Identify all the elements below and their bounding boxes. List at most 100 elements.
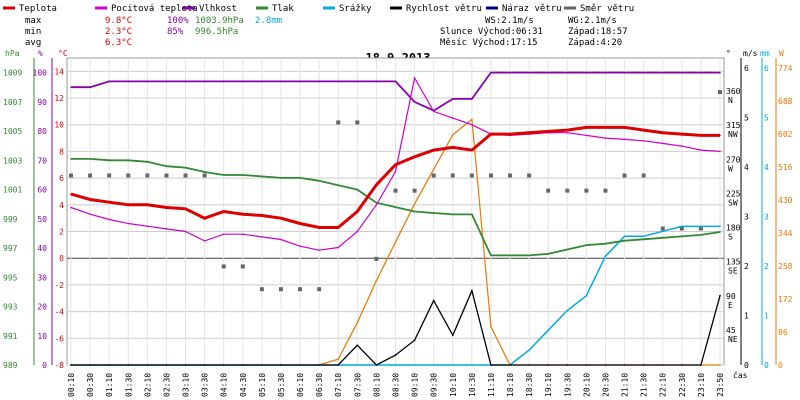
pct-tick-label: 80 [37,127,47,136]
data-point-temperature [261,214,263,217]
data-point-humidity [356,80,359,83]
data-point-rain [719,225,721,228]
time-tick-label: 20:30 [601,373,610,397]
data-point-wind-speed [70,364,72,366]
data-point-pressure [509,254,511,257]
data-point-wind-speed [222,364,225,366]
data-point-wind-direction [88,173,93,178]
data-point-rain [471,364,473,366]
stat-min-press: 996.5hPa [195,27,238,37]
data-point-wind-speed [413,339,416,342]
data-point-feels-like [127,222,130,225]
data-point-wind-speed [241,364,244,366]
data-point-solar [337,358,340,361]
data-point-pressure [89,158,91,160]
data-point-temperature [394,163,397,166]
time-axis-label: čas [733,370,748,380]
stat-max-press: 1003.9hPa [195,16,244,26]
data-point-feels-like [337,246,340,249]
data-point-rain [356,364,359,366]
data-point-wind-direction [527,173,532,178]
data-point-humidity [547,71,550,74]
data-point-humidity [394,80,397,83]
data-point-temperature [108,201,110,203]
data-point-pressure [681,235,683,238]
data-point-rain [642,235,645,238]
data-point-pressure [299,177,301,179]
mm-tick-label: 4 [764,163,769,172]
data-marks [69,71,722,366]
dir-name-label: N [728,96,733,105]
stat-max-hum: 100% [167,16,189,26]
data-point-humidity [471,98,473,100]
data-point-humidity [165,80,168,83]
pct-tick-label: 60 [37,186,47,195]
legend-label: Vlhkost [199,4,237,14]
hpa-tick-label: 991 [3,332,18,341]
data-point-wind-speed [280,364,282,366]
wind-speed-text: WS:2.1m/s [485,16,534,26]
data-point-feels-like [89,213,91,215]
data-point-humidity [70,86,72,89]
data-point-pressure [318,180,320,182]
data-point-feels-like [318,249,320,252]
time-tick-label: 20:10 [582,373,591,397]
data-point-humidity [623,71,626,74]
time-tick-label: 21:10 [621,373,630,397]
hpa-tick-label: 1005 [3,127,22,136]
data-point-rain [661,230,664,233]
data-point-temperature [375,184,378,186]
hpa-tick-label: 1009 [3,69,22,78]
data-point-wind-direction [145,173,150,178]
data-point-pressure [146,160,149,163]
legend-label: Pocitová teplota [111,4,198,14]
time-tick-label: 08:30 [392,373,401,397]
data-point-rain [413,364,416,366]
ms-tick-label: 6 [744,64,749,73]
w-tick-label: 344 [778,229,793,238]
legend-label: Srážky [339,4,372,14]
data-point-humidity [719,71,721,74]
data-point-humidity [184,80,187,83]
w-tick-label: 430 [778,196,793,205]
data-point-humidity [261,80,263,83]
temp-tick-label: -2 [54,281,64,290]
data-point-feels-like [585,134,588,137]
mm-unit-label: mm [760,49,770,58]
data-point-temperature [356,210,359,213]
stat-min-hum: 85% [167,27,184,37]
data-point-wind-speed [642,364,645,366]
data-point-humidity [528,71,530,74]
data-point-wind-direction [412,188,417,193]
temp-tick-label: 2 [59,228,64,237]
data-point-wind-speed [604,364,607,366]
data-point-temperature [681,133,683,135]
data-point-wind-speed [432,299,435,302]
data-point-temperature [337,226,340,229]
temp-tick-label: 0 [59,254,64,263]
data-point-wind-direction [278,287,283,292]
sunrise-text: Slunce Východ:06:31 [440,27,543,37]
data-point-wind-direction [718,90,722,95]
data-point-humidity [604,71,607,74]
data-point-solar [375,279,378,282]
data-point-pressure [432,212,435,214]
hpa-tick-label: 997 [3,244,18,253]
data-point-wind-direction [183,173,188,178]
data-point-wind-direction [565,188,570,193]
temp-tick-label: 6 [59,174,64,183]
dir-tick-label: 225 [726,189,741,198]
stat-max-temp: 9.8°C [105,16,132,26]
stat-avg-temp: 6.3°C [105,38,132,48]
data-point-wind-speed [165,364,168,366]
stat-min-label: min [25,27,41,37]
data-point-pressure [222,174,225,176]
data-point-wind-speed [661,364,664,366]
data-point-wind-speed [203,364,206,366]
data-point-humidity [413,101,416,103]
data-point-wind-direction [698,226,703,231]
w-tick-label: 172 [778,295,793,304]
data-point-humidity [299,80,301,83]
data-point-solar [394,241,397,243]
data-point-temperature [490,133,492,135]
